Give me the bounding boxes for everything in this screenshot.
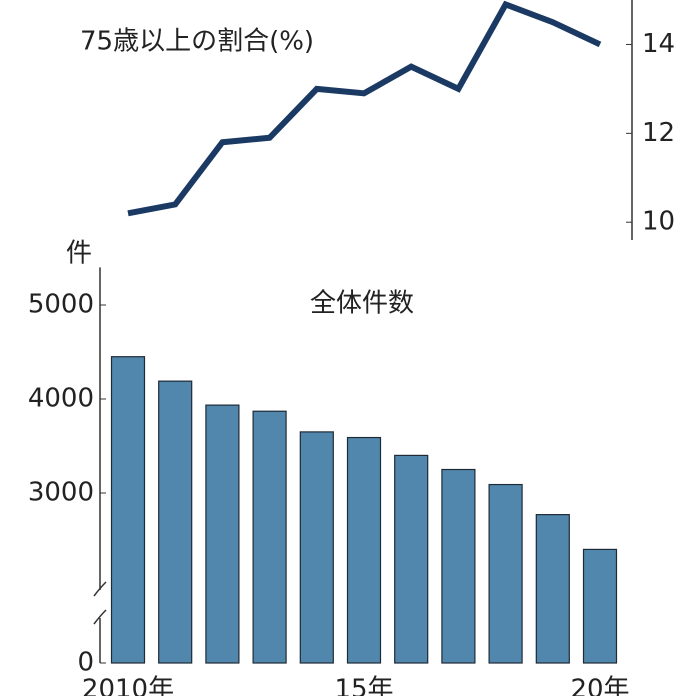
y-tick-label: 0 xyxy=(77,648,94,678)
line-title: 75歳以上の割合(%) xyxy=(80,27,314,57)
bar xyxy=(346,436,382,664)
y-tick-label: 4000 xyxy=(28,384,94,414)
y2-tick-label: 10 xyxy=(642,207,675,237)
bar xyxy=(488,483,523,664)
bar xyxy=(582,548,618,664)
x-tick-label: 15年 xyxy=(334,675,393,696)
bar xyxy=(394,454,429,664)
y-axis-unit: 件 xyxy=(66,239,92,269)
y2-tick-label: 12 xyxy=(642,118,675,148)
line xyxy=(127,0,602,217)
x-tick-label: 20年 xyxy=(570,675,629,696)
bar-title: 全体件数 xyxy=(310,289,414,319)
axis-break xyxy=(93,581,107,625)
y-tick-label: 5000 xyxy=(28,290,94,320)
bar xyxy=(535,514,570,664)
bar xyxy=(110,356,146,664)
y-tick-label: 3000 xyxy=(28,478,94,508)
x-tick-label: 2010年 xyxy=(82,675,174,696)
y2-tick-label: 14 xyxy=(642,29,675,59)
bar xyxy=(205,404,240,664)
bar xyxy=(252,410,287,664)
bar xyxy=(299,431,334,664)
bar xyxy=(441,468,476,664)
bar xyxy=(158,380,193,664)
